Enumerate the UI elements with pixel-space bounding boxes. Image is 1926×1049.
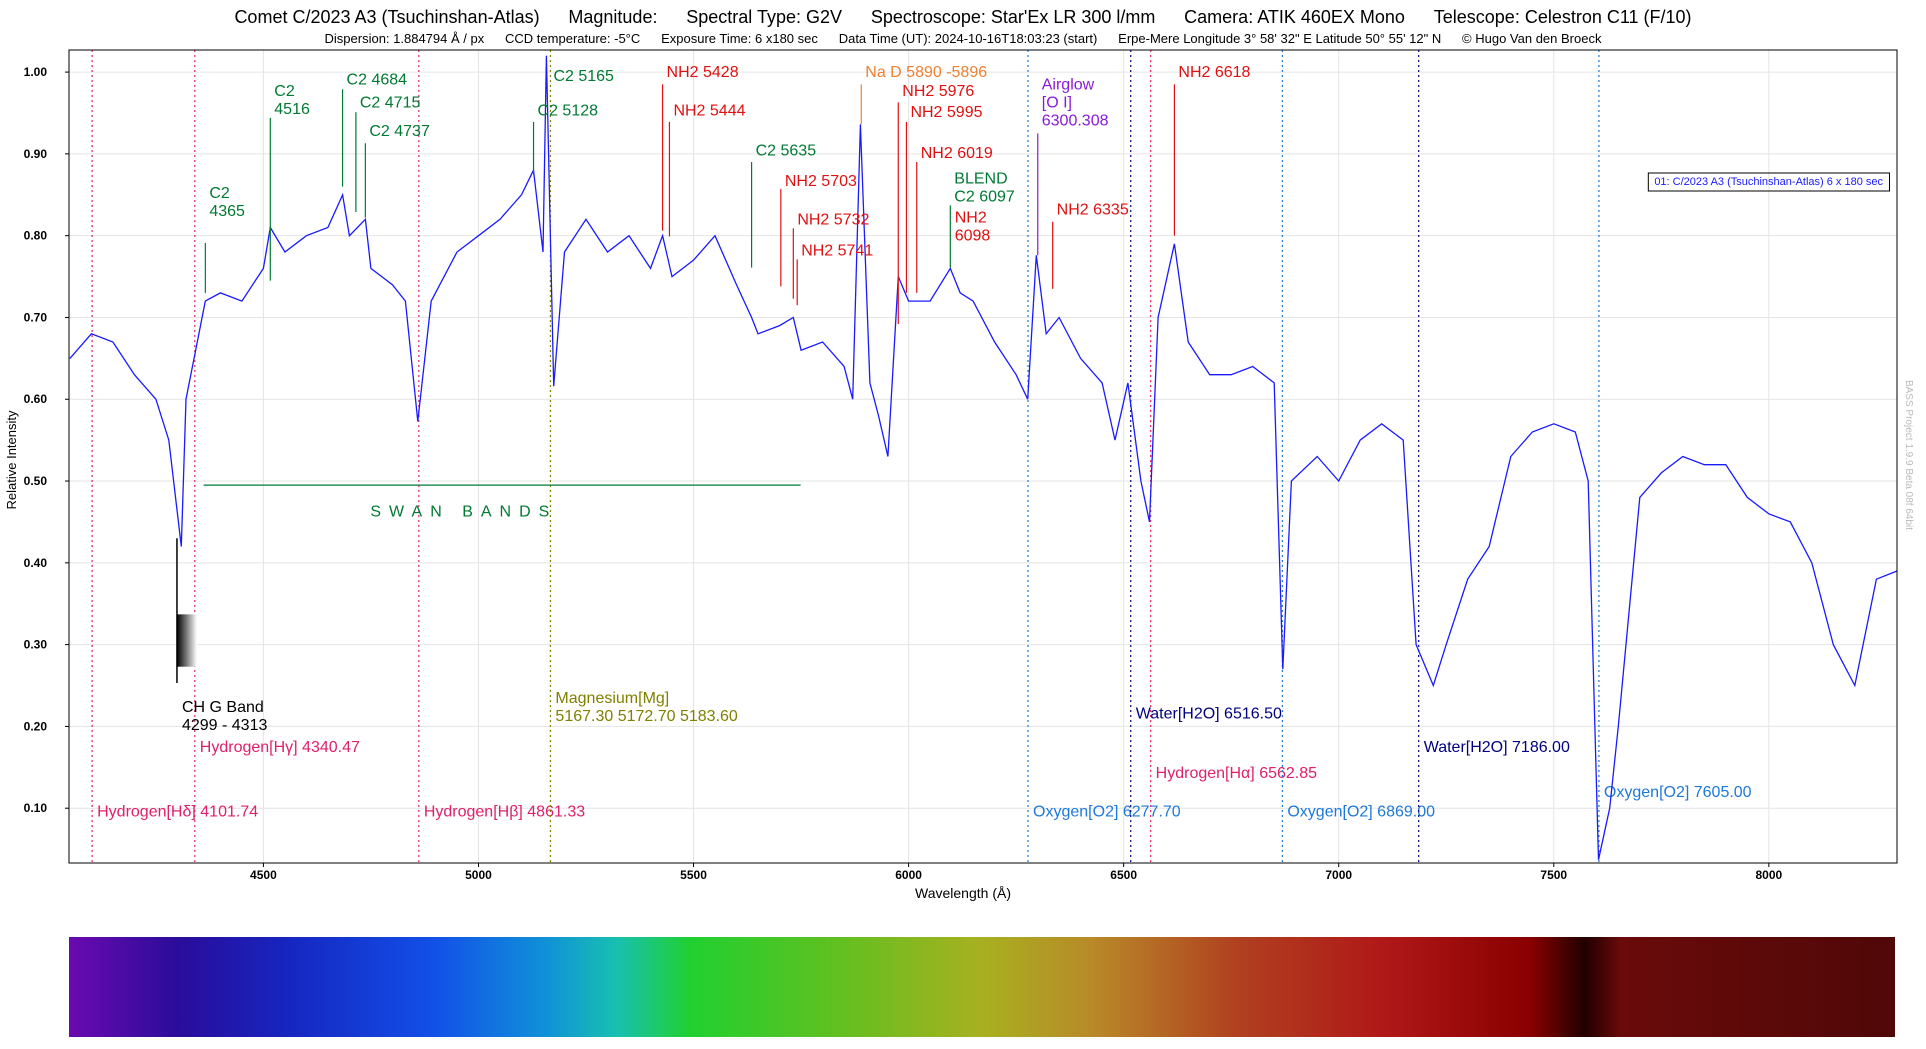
reference-label: Oxygen[O2] 7605.00	[1604, 784, 1752, 801]
reference-label: Hydrogen[Hα] 6562.85	[1156, 765, 1317, 782]
y-tick-label: 1.00	[24, 65, 48, 79]
y-tick-label: 0.40	[24, 556, 48, 570]
annotation-label: C2 6097	[954, 188, 1015, 205]
header-item: Spectral Type: G2V	[686, 7, 842, 27]
x-tick-label: 4500	[250, 868, 277, 882]
g-band	[176, 614, 197, 667]
x-axis-title: Wavelength (Å)	[915, 885, 1011, 901]
annotation-label: C2 4737	[369, 123, 430, 140]
header-item: Erpe-Mere Longitude 3° 58' 32" E Latitud…	[1118, 31, 1441, 46]
x-tick-label: 7500	[1540, 868, 1567, 882]
spectrum-strip	[69, 937, 1895, 1037]
x-tick-label: 8000	[1755, 868, 1782, 882]
header-item: Exposure Time: 6 x180 sec	[661, 31, 818, 46]
x-tick-label: 7000	[1325, 868, 1352, 882]
reference-label: 5167.30 5172.70 5183.60	[555, 708, 738, 725]
header-item: Magnitude:	[568, 7, 657, 27]
annotation-label: C2 5165	[553, 68, 614, 85]
y-tick-label: 0.90	[24, 147, 48, 161]
annotation-label: C2 5128	[538, 103, 599, 120]
annotation-label: NH2 5703	[785, 173, 857, 190]
annotation-label: BLEND	[954, 170, 1007, 187]
annotation-label: NH2 5741	[801, 242, 873, 259]
annotation-label: C2 5635	[756, 143, 817, 160]
y-tick-label: 0.50	[24, 474, 48, 488]
y-tick-label: 0.10	[24, 801, 48, 815]
y-tick-label: 0.60	[24, 392, 48, 406]
annotation-label: C2 4684	[347, 71, 408, 88]
header-item: Dispersion: 1.884794 Å / px	[325, 31, 485, 46]
title-parts: Comet C/2023 A3 (Tsuchinshan-Atlas) Magni…	[234, 7, 1691, 27]
annotation-label: [O I]	[1042, 94, 1072, 111]
header-item: Camera: ATIK 460EX Mono	[1184, 7, 1405, 27]
legend-box	[1647, 172, 1890, 192]
annotation-label: NH2	[955, 210, 987, 227]
header-item: Data Time (UT): 2024-10-16T18:03:23 (sta…	[839, 31, 1098, 46]
reference-label: Water[H2O] 7186.00	[1424, 739, 1570, 756]
plot-frame	[68, 49, 1898, 864]
reference-label: Water[H2O] 6516.50	[1136, 705, 1282, 722]
legend-label: 01: C/2023 A3 (Tsuchinshan-Atlas) 6 x 18…	[1654, 176, 1883, 188]
reference-label: Hydrogen[Hβ] 4861.33	[424, 803, 585, 820]
annotation-label: NH2 6019	[921, 145, 993, 162]
annotation-label: NH2 5444	[673, 103, 745, 120]
header-item: © Hugo Van den Broeck	[1462, 31, 1602, 46]
x-tick-label: 5500	[680, 868, 707, 882]
header-item: Spectroscope: Star'Ex LR 300 l/mm	[871, 7, 1156, 27]
x-tick-label: 6000	[895, 868, 922, 882]
annotation-label: NH2 5976	[902, 83, 974, 100]
header-item: Telescope: Celestron C11 (F/10)	[1434, 7, 1692, 27]
x-tick-label: 6500	[1110, 868, 1137, 882]
y-tick-label: 0.30	[24, 638, 48, 652]
spectrum-line	[69, 55, 1897, 860]
g-band-label: CH G Band	[182, 699, 264, 716]
annotation-label: 4365	[209, 203, 245, 220]
reference-label: Oxygen[O2] 6869.00	[1287, 803, 1435, 820]
annotation-label: Airglow	[1042, 76, 1095, 93]
g-band-label: 4299 - 4313	[182, 717, 268, 734]
annotation-label: 6098	[955, 228, 991, 245]
annotation-label: Na D 5890 -5896	[865, 64, 987, 81]
annotation-label: C2	[209, 185, 230, 202]
reference-label: Hydrogen[Hδ] 4101.74	[97, 803, 258, 820]
reference-label: Hydrogen[Hγ] 4340.47	[200, 739, 360, 756]
header-item: CCD temperature: -5°C	[505, 31, 640, 46]
annotation-label: NH2 6618	[1178, 64, 1250, 81]
annotation-label: 6300.308	[1042, 112, 1109, 129]
x-tick-label: 5000	[465, 868, 492, 882]
header-item: Comet C/2023 A3 (Tsuchinshan-Atlas)	[234, 7, 539, 27]
reference-label: Oxygen[O2] 6277.70	[1033, 803, 1181, 820]
annotation-label: NH2 5428	[667, 64, 739, 81]
swan-bands-label: SWAN BANDS	[370, 503, 557, 520]
subtitle-parts: Dispersion: 1.884794 Å / px CCD temperatu…	[325, 31, 1602, 46]
annotation-label: NH2 5732	[797, 211, 869, 228]
y-tick-label: 0.70	[24, 310, 48, 324]
y-tick-label: 0.20	[24, 719, 48, 733]
y-tick-label: 0.80	[24, 229, 48, 243]
y-axis-title: Relative Intensity	[4, 410, 19, 509]
annotation-label: NH2 5995	[910, 104, 982, 121]
watermark: BASS Project 1.9.9 Beta 08f 64bit	[1903, 380, 1914, 530]
annotation-label: NH2 6335	[1057, 201, 1129, 218]
annotation-label: C2	[274, 83, 295, 100]
annotation-label: C2 4715	[360, 94, 421, 111]
reference-label: Magnesium[Mg]	[555, 690, 669, 707]
annotation-label: 4516	[274, 101, 310, 118]
